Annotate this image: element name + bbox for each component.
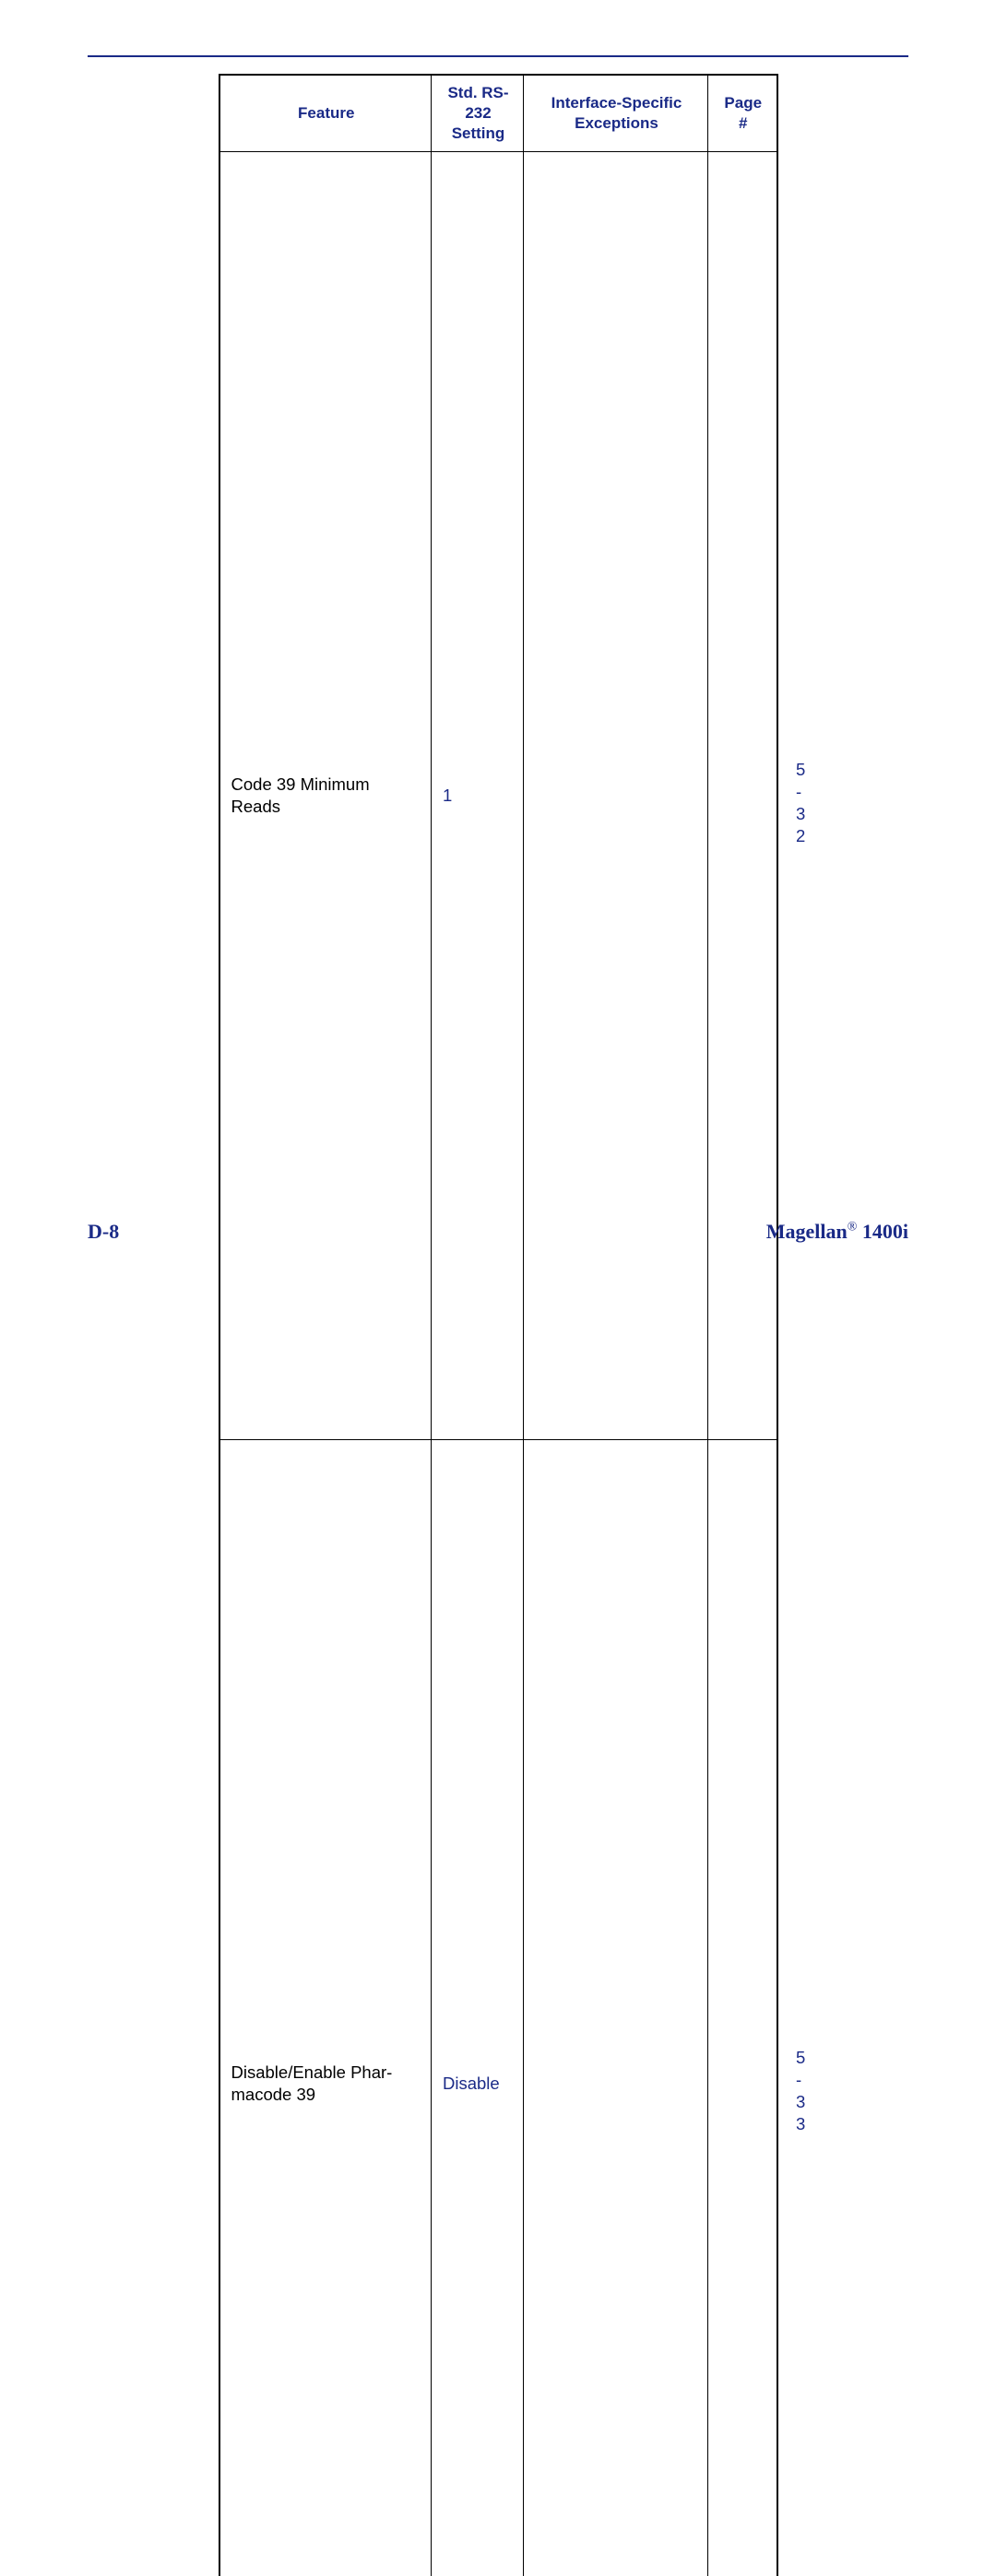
cell-exceptions (524, 1440, 708, 2576)
top-rule (88, 55, 908, 57)
table-row: Code 39 Minimum Reads1 5-32 (219, 152, 777, 1440)
cell-setting: 1 (432, 152, 524, 1440)
footer-model: 1400i (857, 1220, 908, 1243)
cell-exceptions (524, 152, 708, 1440)
footer-product-name: Magellan® 1400i (766, 1220, 908, 1244)
footer-page-number: D-8 (88, 1220, 119, 1244)
table-container: Feature Std. RS-232 Setting Interface-Sp… (88, 74, 908, 2576)
cell-page: 5-32 (708, 152, 777, 1440)
col-header-setting: Std. RS-232 Setting (432, 75, 524, 152)
table-row: Disable/Enable Phar-macode 39Disable 5-33 (219, 1440, 777, 2576)
cell-page: 5-33 (708, 1440, 777, 2576)
col-header-exceptions: Interface-Specific Exceptions (524, 75, 708, 152)
settings-table: Feature Std. RS-232 Setting Interface-Sp… (219, 74, 778, 2576)
page: Feature Std. RS-232 Setting Interface-Sp… (0, 0, 996, 1288)
table-header-row: Feature Std. RS-232 Setting Interface-Sp… (219, 75, 777, 152)
footer-brand: Magellan (766, 1220, 848, 1243)
col-header-feature: Feature (219, 75, 432, 152)
col-header-page: Page # (708, 75, 777, 152)
table-body: Code 39 Minimum Reads15-32Disable/Enable… (219, 152, 777, 2576)
cell-feature: Disable/Enable Phar-macode 39 (219, 1440, 432, 2576)
page-footer: D-8 Magellan® 1400i (88, 1220, 908, 1244)
cell-feature: Code 39 Minimum Reads (219, 152, 432, 1440)
cell-setting: Disable (432, 1440, 524, 2576)
registered-icon: ® (848, 1221, 858, 1235)
